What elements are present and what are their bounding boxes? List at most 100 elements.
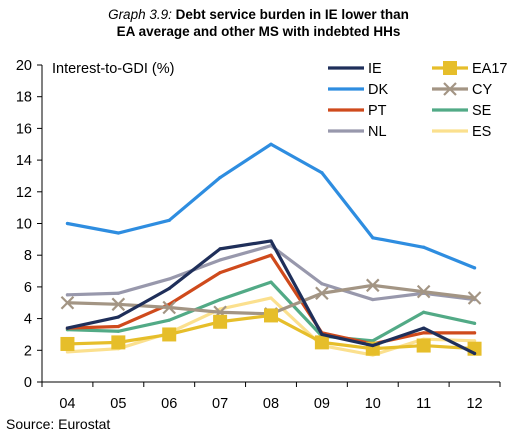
data-point-dk xyxy=(167,218,171,222)
chart-title: Graph 3.9: Debt service burden in IE low… xyxy=(0,6,517,40)
x-tick-label: 05 xyxy=(110,396,126,412)
data-point-ea17 xyxy=(111,335,126,350)
x-tick-label: 10 xyxy=(365,396,381,412)
data-point-es xyxy=(269,296,273,300)
y-tick-label: 2 xyxy=(24,343,32,359)
data-point-pt xyxy=(116,324,120,329)
data-point-ea17 xyxy=(213,314,228,329)
x-tick-label: 07 xyxy=(212,396,228,412)
legend-item-es: ES xyxy=(432,124,491,140)
data-point-ie xyxy=(116,315,120,319)
series-ea17 xyxy=(60,308,482,356)
legend-marker-ea17 xyxy=(443,61,457,75)
data-point-pt xyxy=(422,331,426,335)
data-point-nl xyxy=(218,258,222,262)
legend-item-pt: PT xyxy=(328,103,387,119)
x-tick-label: 08 xyxy=(263,396,279,412)
y-tick-label: 10 xyxy=(16,217,32,233)
legend-label-ea17: EA17 xyxy=(472,61,507,77)
y-tick-label: 4 xyxy=(24,312,32,328)
legend-item-se: SE xyxy=(432,103,492,119)
data-point-se xyxy=(472,321,477,325)
y-tick-label: 18 xyxy=(16,90,32,106)
chart-axes: 0 2 4 6 8 10 12 14 16 18 20 04 05 06 07 08 09 10 11 12 xyxy=(16,58,501,412)
y-tick-label: 14 xyxy=(16,153,32,169)
data-point-se xyxy=(167,318,171,322)
data-point-ie xyxy=(371,343,375,348)
data-point-ie xyxy=(218,247,222,251)
data-point-ie xyxy=(167,286,171,291)
legend-label-cy: CY xyxy=(472,82,492,98)
legend-marker-cy xyxy=(443,82,457,96)
y-tick-label: 16 xyxy=(16,121,32,137)
x-tick-label: 06 xyxy=(161,396,177,412)
source-note: Source: Eurostat xyxy=(6,416,111,432)
data-point-cy xyxy=(416,284,431,299)
data-point-nl xyxy=(167,277,171,281)
legend-label-dk: DK xyxy=(368,82,388,98)
legend-item-dk: DK xyxy=(328,82,388,98)
data-point-pt xyxy=(218,271,222,275)
y-tick-label: 8 xyxy=(24,248,32,264)
legend-item-cy: CY xyxy=(432,82,492,98)
data-point-cy xyxy=(315,286,329,301)
data-point-cy xyxy=(366,278,380,293)
legend-label-nl: NL xyxy=(368,124,387,140)
data-point-nl xyxy=(65,293,70,297)
data-point-ea17 xyxy=(162,327,177,342)
data-point-cy xyxy=(60,295,75,310)
data-point-pt xyxy=(472,331,477,335)
x-tick-label: 11 xyxy=(416,396,431,412)
series-nl xyxy=(65,244,477,302)
data-point-ea17 xyxy=(416,338,431,353)
data-point-ie xyxy=(65,326,70,330)
chart-title-prefix: Graph 3.9: xyxy=(108,7,172,22)
data-point-es xyxy=(218,307,222,311)
y-tick-label: 20 xyxy=(16,58,32,74)
data-point-ie xyxy=(320,332,324,337)
data-point-dk xyxy=(116,231,120,235)
data-point-dk xyxy=(65,221,70,226)
data-point-ea17 xyxy=(264,308,278,323)
legend-label-se: SE xyxy=(472,103,492,119)
series-dk xyxy=(65,142,477,270)
legend-item-nl: NL xyxy=(328,124,387,140)
data-point-ea17 xyxy=(314,335,329,350)
chart-title-line1: Debt service burden in IE lower than xyxy=(175,7,409,22)
data-point-cy xyxy=(162,300,176,315)
data-point-dk xyxy=(269,142,273,146)
data-point-cy xyxy=(467,291,482,305)
data-point-pt xyxy=(269,253,273,257)
data-point-nl xyxy=(116,291,120,295)
data-point-dk xyxy=(371,236,375,240)
y-tick-label: 6 xyxy=(24,280,32,296)
legend-label-es: ES xyxy=(472,124,491,140)
data-point-dk xyxy=(472,266,477,270)
data-point-nl xyxy=(320,282,324,286)
legend-item-ea17: EA17 xyxy=(432,61,507,77)
x-tick-label: 09 xyxy=(314,396,330,412)
chart-series xyxy=(60,142,482,357)
data-point-se xyxy=(218,297,222,302)
data-point-se xyxy=(269,280,273,284)
series-line-dk xyxy=(65,142,477,270)
data-point-dk xyxy=(422,245,426,249)
data-point-ie xyxy=(269,239,273,243)
data-point-dk xyxy=(218,175,222,180)
data-point-se xyxy=(371,339,375,343)
data-point-pt xyxy=(167,302,171,306)
series-ie xyxy=(65,239,477,356)
data-point-se xyxy=(422,310,426,314)
x-tick-label: 12 xyxy=(466,396,482,412)
y-tick-label: 0 xyxy=(24,375,32,391)
legend-label-ie: IE xyxy=(368,61,382,77)
data-point-dk xyxy=(320,171,324,175)
data-point-es xyxy=(472,339,477,343)
chart-legend: IE EA17 DK CY PT SE NL ES xyxy=(328,61,507,140)
data-point-ie xyxy=(422,326,426,330)
data-point-cy xyxy=(111,297,126,312)
data-point-es xyxy=(65,350,70,354)
y-axis-label: Interest-to-GDI (%) xyxy=(52,61,174,77)
legend-label-pt: PT xyxy=(368,103,387,119)
